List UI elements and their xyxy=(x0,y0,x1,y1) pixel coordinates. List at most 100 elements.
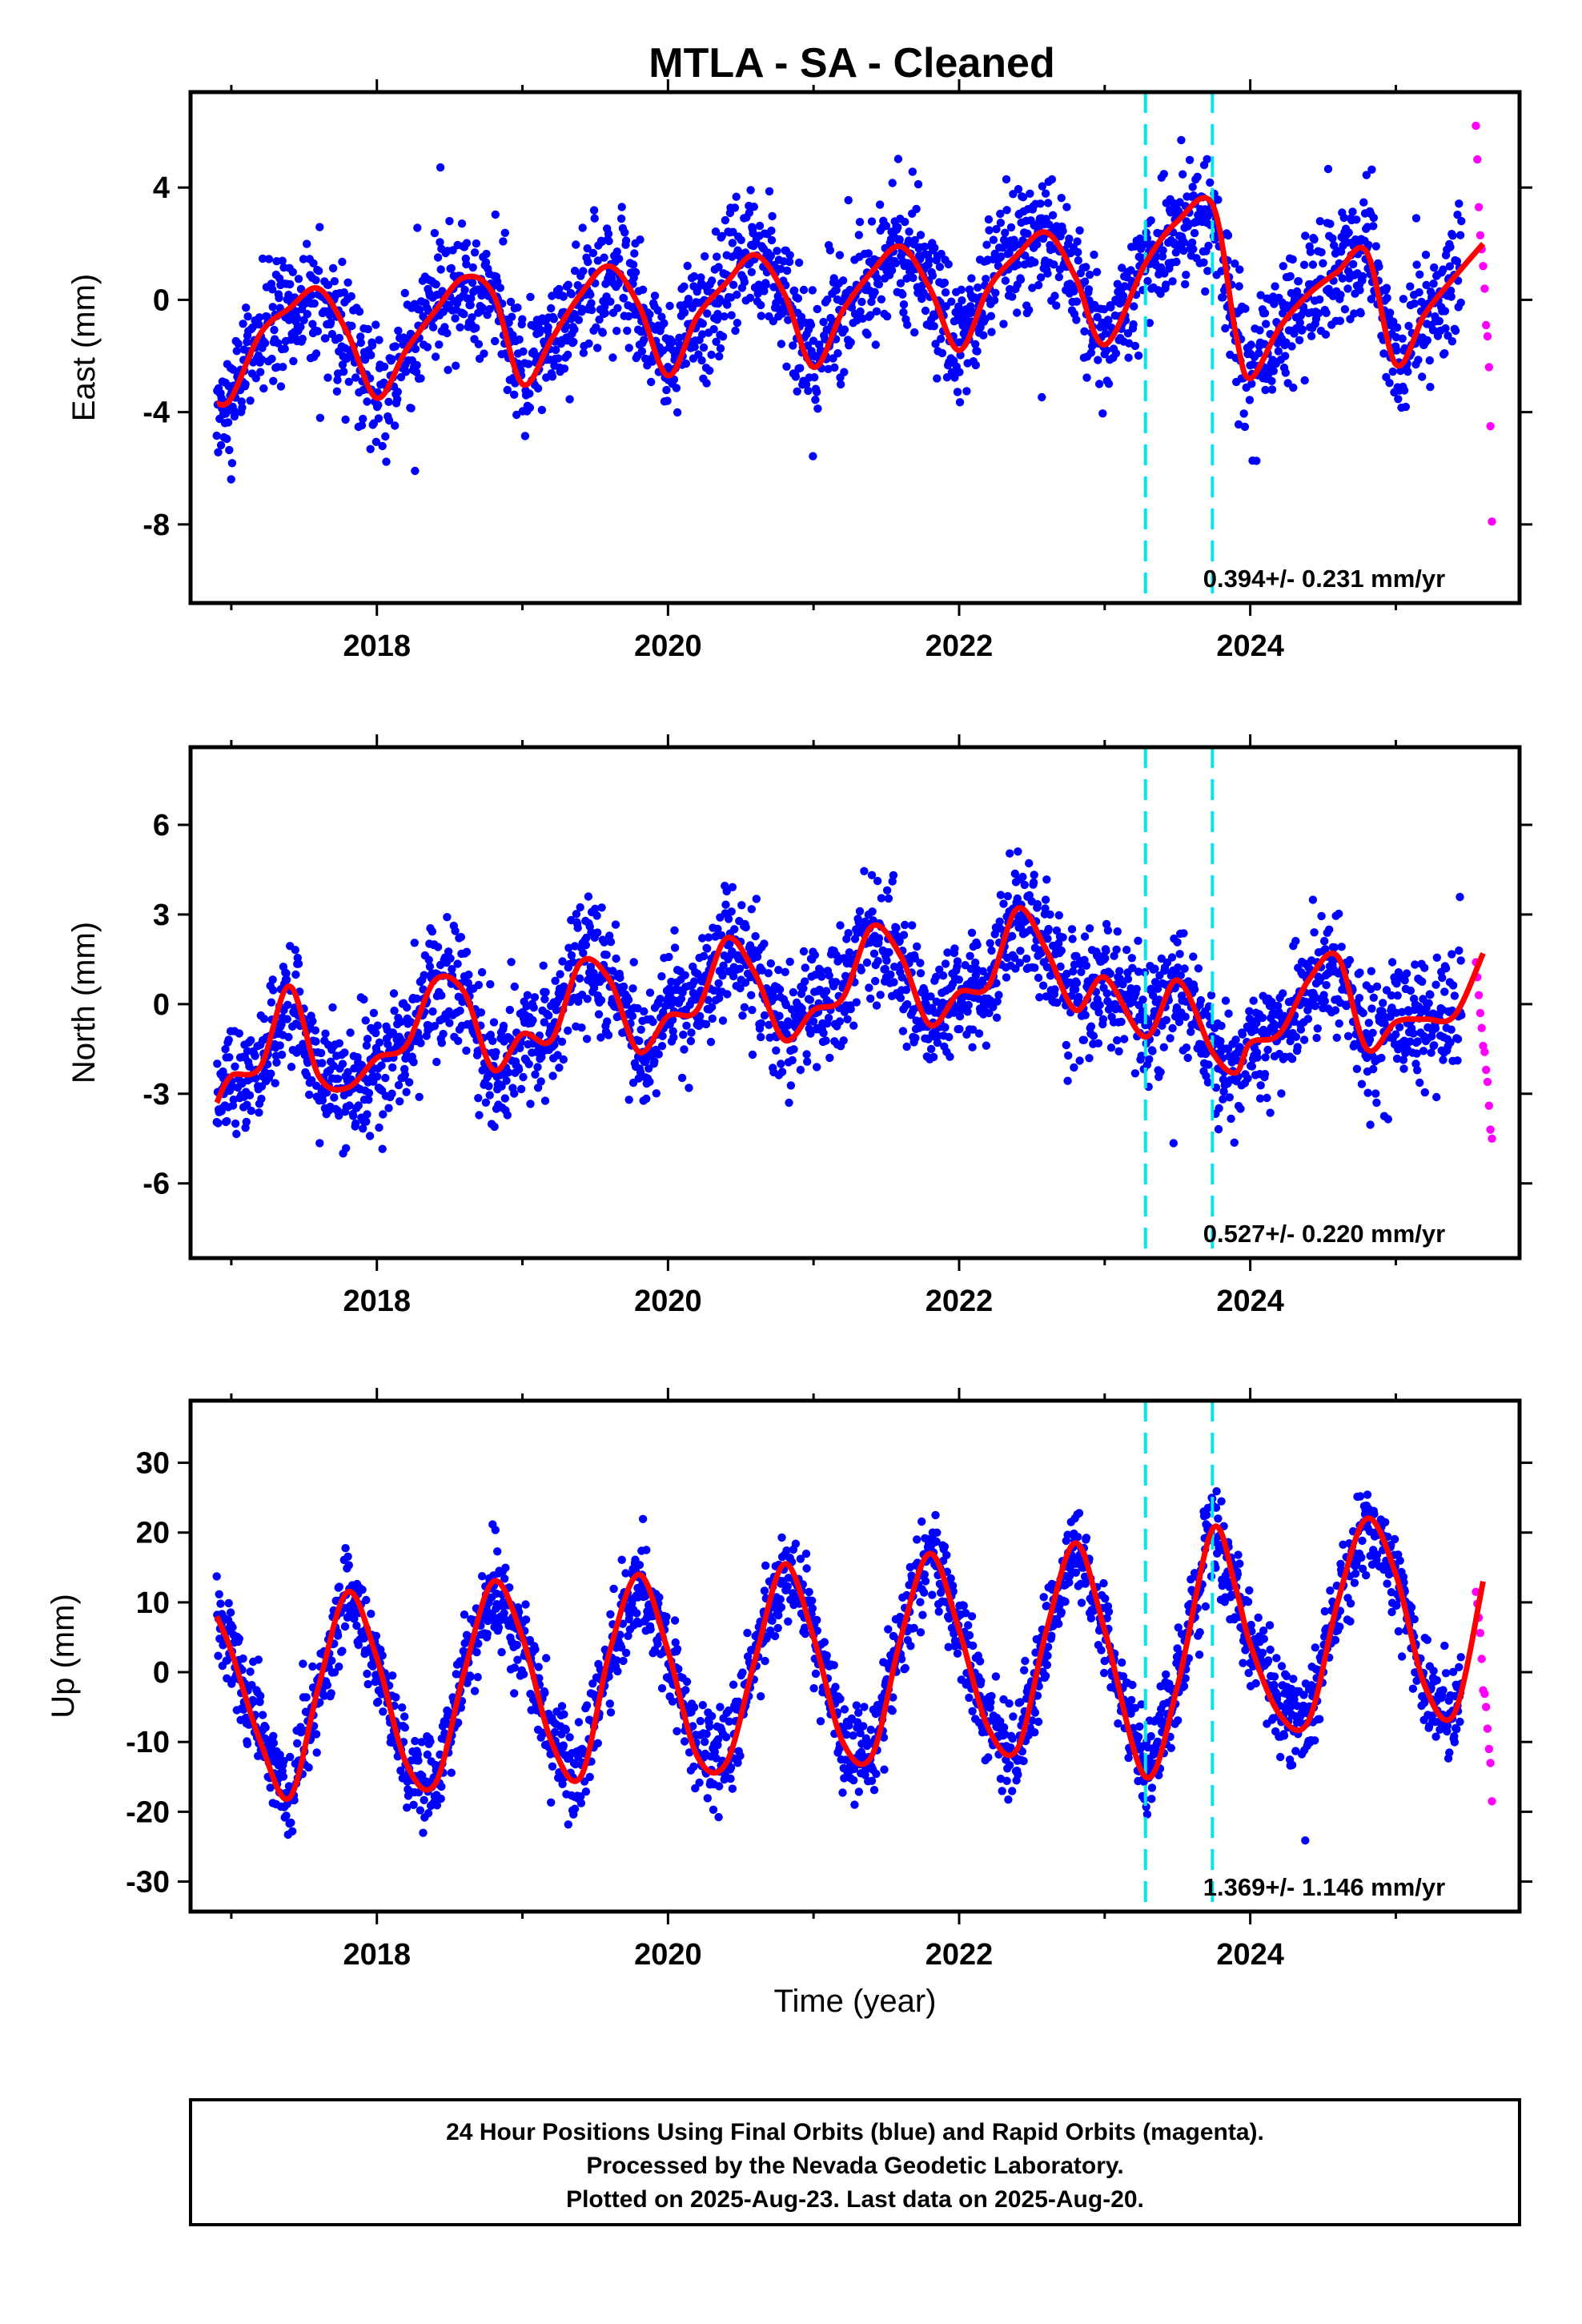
north-final-point xyxy=(886,970,895,979)
north-final-point xyxy=(1426,991,1435,999)
east-final-point xyxy=(1045,220,1054,229)
north-final-point xyxy=(340,1048,349,1057)
north-final-point xyxy=(257,1094,266,1104)
north-final-point xyxy=(943,948,952,957)
east-final-point xyxy=(640,336,648,344)
north-final-point xyxy=(1130,1069,1140,1078)
up-final-point xyxy=(340,1622,350,1631)
east-final-point xyxy=(606,297,615,306)
east-final-point xyxy=(913,179,923,189)
east-final-point xyxy=(657,312,666,321)
north-final-point xyxy=(1015,959,1025,967)
east-final-point xyxy=(242,304,251,312)
east-final-point xyxy=(955,398,965,407)
east-final-point xyxy=(1126,266,1135,275)
north-final-point xyxy=(593,928,602,937)
north-final-point xyxy=(897,973,906,982)
north-final-point xyxy=(579,948,588,958)
north-final-point xyxy=(1431,1023,1440,1033)
north-final-point xyxy=(1044,924,1053,934)
east-final-point xyxy=(621,236,631,245)
east-final-point xyxy=(1018,193,1028,202)
east-final-point xyxy=(289,356,298,366)
east-final-point xyxy=(243,337,251,347)
north-final-point xyxy=(311,1037,320,1046)
north-rapid-point xyxy=(1483,1077,1492,1087)
east-final-point xyxy=(255,313,264,322)
north-final-point xyxy=(572,910,581,919)
east-rapid-point xyxy=(1488,517,1496,526)
east-final-point xyxy=(227,459,237,468)
east-final-point xyxy=(760,287,769,296)
north-final-point xyxy=(825,1053,834,1063)
north-final-point xyxy=(1122,945,1131,955)
north-final-point xyxy=(371,1028,380,1038)
north-final-point xyxy=(929,1052,938,1062)
north-final-point xyxy=(722,887,731,896)
east-final-point xyxy=(1189,191,1199,200)
east-final-point xyxy=(1315,217,1325,226)
up-final-point xyxy=(352,1621,361,1630)
east-final-point xyxy=(279,363,287,372)
north-final-point xyxy=(1046,910,1054,919)
north-final-point xyxy=(1439,1055,1447,1064)
north-final-point xyxy=(505,1005,514,1015)
east-final-point xyxy=(1447,292,1456,301)
north-final-point xyxy=(1062,969,1071,979)
east-final-point xyxy=(1181,279,1190,289)
north-final-point xyxy=(657,972,666,981)
north-final-point xyxy=(406,1017,416,1027)
east-final-point xyxy=(1002,175,1011,184)
north-final-point xyxy=(425,962,435,971)
north-final-point xyxy=(1186,1027,1195,1036)
north-final-point xyxy=(920,987,930,996)
east-final-point xyxy=(919,288,928,297)
north-final-point xyxy=(992,1013,1002,1023)
north-final-point xyxy=(1313,1024,1323,1033)
east-final-point xyxy=(623,326,632,336)
north-final-point xyxy=(1003,891,1013,901)
east-final-point xyxy=(872,307,881,316)
east-final-point xyxy=(1301,231,1310,240)
north-final-point xyxy=(819,1028,828,1038)
north-final-point xyxy=(1378,1007,1387,1016)
east-final-point xyxy=(1219,293,1227,302)
north-final-point xyxy=(1413,1066,1422,1075)
east-final-point xyxy=(1294,277,1303,286)
east-final-point xyxy=(727,311,736,320)
north-final-point xyxy=(926,992,935,1001)
up-final-point xyxy=(266,1783,275,1792)
north-final-point xyxy=(307,1076,316,1085)
east-final-point xyxy=(296,323,305,332)
north-final-point xyxy=(1312,1033,1321,1043)
north-final-point xyxy=(354,1101,363,1110)
north-rapid-point xyxy=(1482,1065,1491,1075)
north-final-point xyxy=(1217,1021,1226,1031)
east-final-point xyxy=(1074,256,1083,265)
north-final-point xyxy=(364,1088,374,1098)
north-final-point xyxy=(362,1041,371,1050)
east-final-point xyxy=(1036,273,1046,282)
east-final-point xyxy=(314,267,323,275)
north-final-point xyxy=(913,942,921,951)
east-final-point xyxy=(600,253,608,262)
north-final-point xyxy=(428,1007,437,1016)
east-final-point xyxy=(237,397,246,406)
north-final-point xyxy=(225,1053,234,1062)
east-final-point xyxy=(1399,295,1408,304)
north-final-point xyxy=(454,1036,463,1046)
east-final-point xyxy=(782,362,791,371)
east-final-point xyxy=(1162,280,1170,289)
east-final-point xyxy=(330,277,339,286)
north-final-point xyxy=(409,1058,418,1067)
north-final-point xyxy=(282,975,291,984)
north-final-point xyxy=(251,1051,259,1060)
east-final-point xyxy=(559,292,568,301)
east-final-point xyxy=(451,314,460,323)
up-final-point xyxy=(275,1751,284,1759)
east-final-point xyxy=(936,335,946,344)
east-final-point xyxy=(298,334,307,344)
north-final-point xyxy=(485,1091,494,1100)
east-final-point xyxy=(1307,332,1316,340)
north-final-point xyxy=(548,1072,557,1080)
